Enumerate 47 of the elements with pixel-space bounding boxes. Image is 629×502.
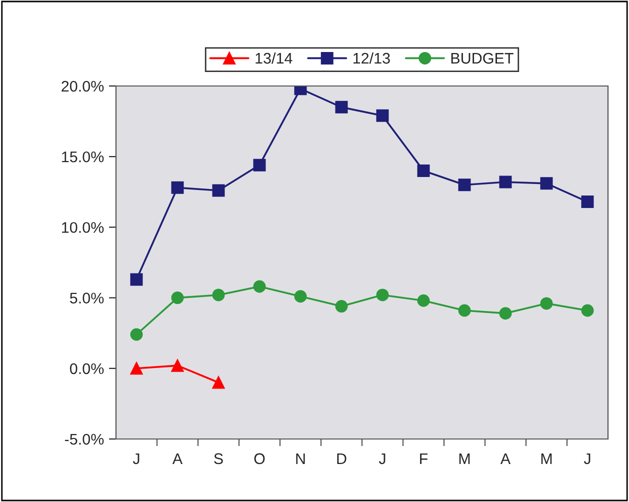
point bbox=[212, 376, 225, 389]
point bbox=[171, 359, 184, 372]
x-tick-label: J bbox=[378, 453, 386, 464]
point bbox=[335, 100, 348, 114]
x-tick-label: S bbox=[214, 453, 223, 464]
y-tick-label: 10.0% bbox=[62, 222, 104, 233]
y-tick-label: 0.0% bbox=[70, 363, 104, 374]
point bbox=[540, 177, 553, 190]
point bbox=[253, 280, 266, 293]
x-tick-label: M bbox=[459, 453, 470, 464]
point bbox=[294, 290, 307, 303]
point bbox=[417, 164, 430, 177]
point bbox=[130, 362, 143, 375]
point bbox=[540, 297, 553, 310]
point bbox=[581, 196, 594, 208]
point bbox=[212, 184, 225, 197]
y-tick-label: 5.0% bbox=[70, 292, 104, 304]
legend-label: 12/13 bbox=[353, 52, 390, 64]
point bbox=[376, 109, 389, 122]
y-tick-label: 15.0% bbox=[62, 151, 104, 162]
point bbox=[376, 288, 389, 302]
point bbox=[212, 288, 225, 302]
point bbox=[458, 304, 471, 317]
x-tick-label: N bbox=[296, 453, 305, 464]
point bbox=[417, 294, 430, 307]
point bbox=[171, 292, 184, 304]
point bbox=[581, 304, 594, 317]
x-tick-label: A bbox=[172, 453, 183, 464]
x-tick-label: A bbox=[500, 453, 511, 464]
point bbox=[499, 307, 512, 320]
x-tick-label: M bbox=[541, 453, 552, 464]
x-tick-label: O bbox=[254, 453, 265, 464]
y-tick-label: 20.0% bbox=[62, 80, 104, 92]
point bbox=[130, 328, 143, 341]
y-tick-label: -5.0% bbox=[64, 434, 104, 445]
point bbox=[171, 181, 184, 194]
x-tick-label: J bbox=[132, 453, 140, 464]
x-tick-label: D bbox=[337, 453, 346, 464]
point bbox=[499, 176, 512, 188]
x-tick-label: F bbox=[420, 453, 428, 464]
point bbox=[458, 178, 471, 192]
legend-label: 13/14 bbox=[256, 52, 292, 64]
point bbox=[335, 300, 348, 313]
legend-label: BUDGET bbox=[451, 52, 514, 64]
point bbox=[130, 273, 143, 286]
x-tick-label: J bbox=[584, 453, 590, 464]
point bbox=[253, 158, 266, 172]
